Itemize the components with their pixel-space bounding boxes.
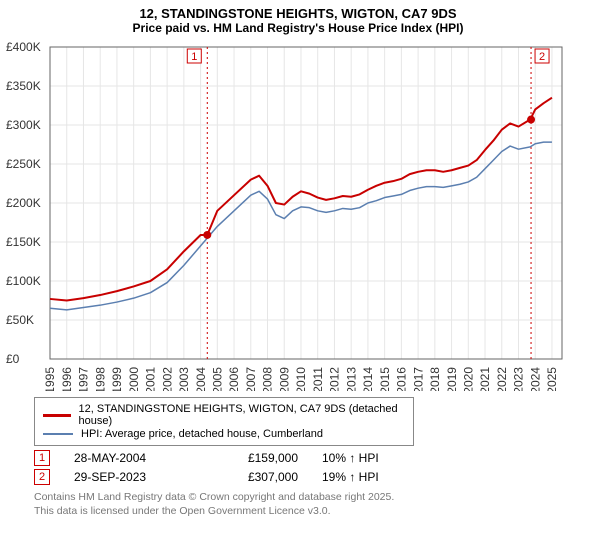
svg-text:£200K: £200K bbox=[6, 196, 41, 210]
svg-text:2006: 2006 bbox=[227, 367, 241, 391]
marker-badge: 1 bbox=[34, 450, 50, 466]
svg-text:£250K: £250K bbox=[6, 157, 41, 171]
line-chart: £0 £50K £100K £150K £200K £250K £300K £350K £400… bbox=[6, 41, 566, 391]
sale-markers-table: 1 28-MAY-2004 £159,000 10% ↑ HPI 2 29-SE… bbox=[34, 450, 590, 485]
sale-date: 28-MAY-2004 bbox=[74, 451, 184, 465]
svg-text:2000: 2000 bbox=[127, 367, 141, 391]
svg-text:2: 2 bbox=[539, 51, 545, 63]
table-row: 2 29-SEP-2023 £307,000 19% ↑ HPI bbox=[34, 469, 590, 485]
legend-item: HPI: Average price, detached house, Cumb… bbox=[43, 428, 405, 440]
svg-text:2018: 2018 bbox=[428, 367, 442, 391]
svg-text:£350K: £350K bbox=[6, 79, 41, 93]
svg-text:2002: 2002 bbox=[160, 367, 174, 391]
svg-text:1999: 1999 bbox=[110, 367, 124, 391]
svg-text:2021: 2021 bbox=[478, 367, 492, 391]
titles: 12, STANDINGSTONE HEIGHTS, WIGTON, CA7 9… bbox=[6, 6, 590, 35]
sale-price: £307,000 bbox=[208, 470, 298, 484]
svg-text:2009: 2009 bbox=[277, 367, 291, 391]
footer-text: This data is licensed under the Open Gov… bbox=[34, 505, 590, 519]
legend-swatch bbox=[43, 433, 73, 435]
sale-price: £159,000 bbox=[208, 451, 298, 465]
svg-text:£150K: £150K bbox=[6, 235, 41, 249]
svg-text:2023: 2023 bbox=[512, 367, 526, 391]
svg-text:2022: 2022 bbox=[495, 367, 509, 391]
svg-text:2003: 2003 bbox=[177, 367, 191, 391]
svg-text:2015: 2015 bbox=[378, 367, 392, 391]
svg-text:2019: 2019 bbox=[445, 367, 459, 391]
legend-item: 12, STANDINGSTONE HEIGHTS, WIGTON, CA7 9… bbox=[43, 403, 405, 427]
chart-title: 12, STANDINGSTONE HEIGHTS, WIGTON, CA7 9… bbox=[6, 6, 590, 21]
chart-container: 12, STANDINGSTONE HEIGHTS, WIGTON, CA7 9… bbox=[0, 0, 600, 560]
svg-text:2012: 2012 bbox=[328, 367, 342, 391]
svg-text:2001: 2001 bbox=[144, 367, 158, 391]
svg-text:2025: 2025 bbox=[545, 367, 559, 391]
legend-label: 12, STANDINGSTONE HEIGHTS, WIGTON, CA7 9… bbox=[79, 403, 405, 427]
legend-label: HPI: Average price, detached house, Cumb… bbox=[81, 428, 323, 440]
chart-area: £0 £50K £100K £150K £200K £250K £300K £350K £400… bbox=[6, 41, 590, 391]
svg-text:£100K: £100K bbox=[6, 274, 41, 288]
svg-text:1: 1 bbox=[191, 51, 197, 63]
table-row: 1 28-MAY-2004 £159,000 10% ↑ HPI bbox=[34, 450, 590, 466]
svg-text:2016: 2016 bbox=[395, 367, 409, 391]
footer-text: Contains HM Land Registry data © Crown c… bbox=[34, 491, 590, 505]
svg-text:1996: 1996 bbox=[60, 367, 74, 391]
svg-text:2020: 2020 bbox=[462, 367, 476, 391]
svg-text:1995: 1995 bbox=[43, 367, 57, 391]
svg-text:£400K: £400K bbox=[6, 41, 41, 54]
svg-text:2010: 2010 bbox=[294, 367, 308, 391]
svg-text:2014: 2014 bbox=[361, 367, 375, 391]
svg-text:1998: 1998 bbox=[93, 367, 107, 391]
sale-date: 29-SEP-2023 bbox=[74, 470, 184, 484]
svg-text:2008: 2008 bbox=[261, 367, 275, 391]
svg-text:2011: 2011 bbox=[311, 367, 325, 391]
svg-text:£0: £0 bbox=[6, 352, 20, 366]
chart-subtitle: Price paid vs. HM Land Registry's House … bbox=[6, 21, 590, 35]
footer: Contains HM Land Registry data © Crown c… bbox=[34, 491, 590, 518]
svg-text:2007: 2007 bbox=[244, 367, 258, 391]
marker-badge: 2 bbox=[34, 469, 50, 485]
svg-text:2013: 2013 bbox=[344, 367, 358, 391]
sale-hpi: 19% ↑ HPI bbox=[322, 470, 402, 484]
legend: 12, STANDINGSTONE HEIGHTS, WIGTON, CA7 9… bbox=[34, 397, 414, 446]
svg-text:2017: 2017 bbox=[411, 367, 425, 391]
svg-text:£300K: £300K bbox=[6, 118, 41, 132]
svg-text:2024: 2024 bbox=[528, 367, 542, 391]
svg-text:1997: 1997 bbox=[77, 367, 91, 391]
svg-text:2005: 2005 bbox=[211, 367, 225, 391]
svg-text:2004: 2004 bbox=[194, 367, 208, 391]
svg-text:£50K: £50K bbox=[6, 313, 34, 327]
legend-swatch bbox=[43, 414, 71, 417]
sale-hpi: 10% ↑ HPI bbox=[322, 451, 402, 465]
